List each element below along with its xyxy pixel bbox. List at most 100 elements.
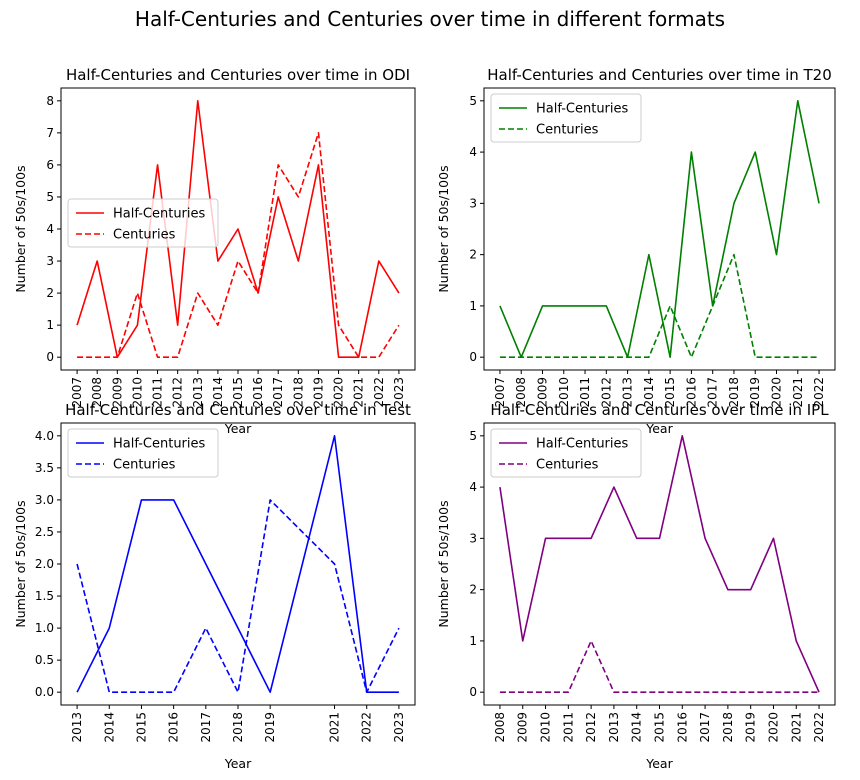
x-tick-label: 2015	[663, 377, 677, 408]
x-tick-label: 2015	[653, 712, 667, 743]
x-tick-label: 2019	[263, 712, 277, 743]
y-axis-label: Number of 50s/100s	[436, 165, 451, 292]
x-tick-label: 2010	[557, 377, 571, 408]
x-tick-label: 2018	[727, 377, 741, 408]
y-tick-label: 1.5	[35, 589, 54, 603]
y-axis-label: Number of 50s/100s	[13, 500, 28, 627]
x-tick-label: 2013	[607, 712, 621, 743]
x-tick-label: 2017	[706, 377, 720, 408]
x-tick-label: 2013	[621, 377, 635, 408]
y-tick-label: 0.5	[35, 653, 54, 667]
y-tick-label: 5	[46, 190, 54, 204]
legend-label: Half-Centuries	[536, 437, 629, 452]
x-tick-label: 2011	[578, 377, 592, 408]
x-tick-label: 2019	[744, 712, 758, 743]
legend-box	[490, 93, 642, 143]
x-tick-label: 2016	[251, 377, 265, 408]
y-tick-label: 0.0	[35, 685, 54, 699]
panel-2: Half-Centuries and Centuries over time i…	[436, 66, 836, 436]
x-tick-label: 2009	[536, 377, 550, 408]
series-line-centuries	[76, 499, 400, 693]
x-tick-label: 2009	[110, 377, 124, 408]
x-tick-label: 2015	[231, 377, 245, 408]
x-tick-label: 2022	[812, 712, 826, 743]
series-line-half-centuries	[76, 435, 399, 693]
x-tick-label: 2012	[584, 712, 598, 743]
x-tick-label: 2011	[151, 377, 165, 408]
x-axis-label: Year	[224, 421, 252, 436]
y-tick-label: 0	[46, 350, 54, 364]
panel-title: Half-Centuries and Centuries over time i…	[490, 401, 829, 419]
axes-frame	[483, 87, 836, 371]
x-tick-label: 2021	[328, 712, 342, 743]
x-tick-label: 2021	[352, 377, 366, 408]
y-tick-label: 2.5	[35, 525, 54, 539]
x-tick-label: 2023	[392, 712, 406, 743]
legend-label: Centuries	[536, 458, 599, 473]
legend-box	[490, 428, 642, 478]
panel-1: Half-Centuries and Centuries over time i…	[13, 66, 416, 436]
y-tick-label: 1	[469, 634, 477, 648]
x-axis-label: Year	[645, 421, 673, 436]
y-tick-label: 6	[46, 158, 54, 172]
series-line-half-centuries	[499, 435, 820, 693]
y-axis-label: Number of 50s/100s	[13, 165, 28, 292]
x-tick-label: 2009	[516, 712, 530, 743]
x-tick-label: 2007	[493, 377, 507, 408]
x-tick-label: 2012	[171, 377, 185, 408]
x-tick-label: 2022	[372, 377, 386, 408]
x-tick-label: 2015	[134, 712, 148, 743]
x-tick-label: 2022	[360, 712, 374, 743]
y-tick-label: 4	[46, 222, 54, 236]
series-line-half-centuries	[499, 100, 820, 358]
x-tick-label: 2012	[599, 377, 613, 408]
x-tick-label: 2008	[493, 712, 507, 743]
legend: Half-Centuries Centuries	[490, 428, 642, 478]
x-tick-label: 2014	[642, 377, 656, 408]
x-tick-label: 2020	[770, 377, 784, 408]
x-tick-label: 2014	[630, 712, 644, 743]
series-line-centuries	[499, 253, 820, 358]
y-tick-label: 4.0	[35, 429, 54, 443]
series-line-half-centuries	[76, 100, 400, 358]
y-tick-label: 4	[469, 145, 477, 159]
series-line-centuries	[499, 640, 820, 693]
x-tick-label: 2019	[748, 377, 762, 408]
legend-label: Half-Centuries	[113, 207, 206, 222]
x-tick-label: 2013	[70, 712, 84, 743]
y-tick-label: 1	[46, 318, 54, 332]
series-line-centuries	[77, 132, 400, 358]
x-tick-label: 2017	[698, 712, 712, 743]
x-tick-label: 2014	[211, 377, 225, 408]
y-tick-label: 8	[46, 94, 54, 108]
x-tick-label: 2020	[332, 377, 346, 408]
x-tick-label: 2014	[102, 712, 116, 743]
figure-title: Half-Centuries and Centuries over time i…	[135, 7, 725, 31]
x-tick-label: 2021	[789, 712, 803, 743]
y-tick-label: 2	[469, 583, 477, 597]
x-tick-label: 2018	[721, 712, 735, 743]
y-tick-label: 0	[469, 350, 477, 364]
y-tick-label: 3	[469, 196, 477, 210]
y-tick-label: 7	[46, 126, 54, 140]
x-tick-label: 2022	[812, 377, 826, 408]
x-tick-label: 2011	[561, 712, 575, 743]
x-tick-label: 2013	[191, 377, 205, 408]
x-tick-label: 2010	[539, 712, 553, 743]
legend-box	[67, 198, 219, 248]
y-tick-label: 5	[469, 429, 477, 443]
legend-label: Centuries	[113, 228, 176, 243]
legend-label: Half-Centuries	[536, 102, 629, 117]
x-tick-label: 2019	[311, 377, 325, 408]
x-tick-label: 2016	[684, 377, 698, 408]
y-tick-label: 1.0	[35, 621, 54, 635]
x-tick-label: 2018	[291, 377, 305, 408]
y-tick-label: 2.0	[35, 557, 54, 571]
legend: Half-Centuries Centuries	[67, 428, 219, 478]
y-tick-label: 3.5	[35, 461, 54, 475]
y-tick-label: 4	[469, 480, 477, 494]
y-tick-label: 5	[469, 94, 477, 108]
legend: Half-Centuries Centuries	[490, 93, 642, 143]
x-tick-label: 2020	[766, 712, 780, 743]
